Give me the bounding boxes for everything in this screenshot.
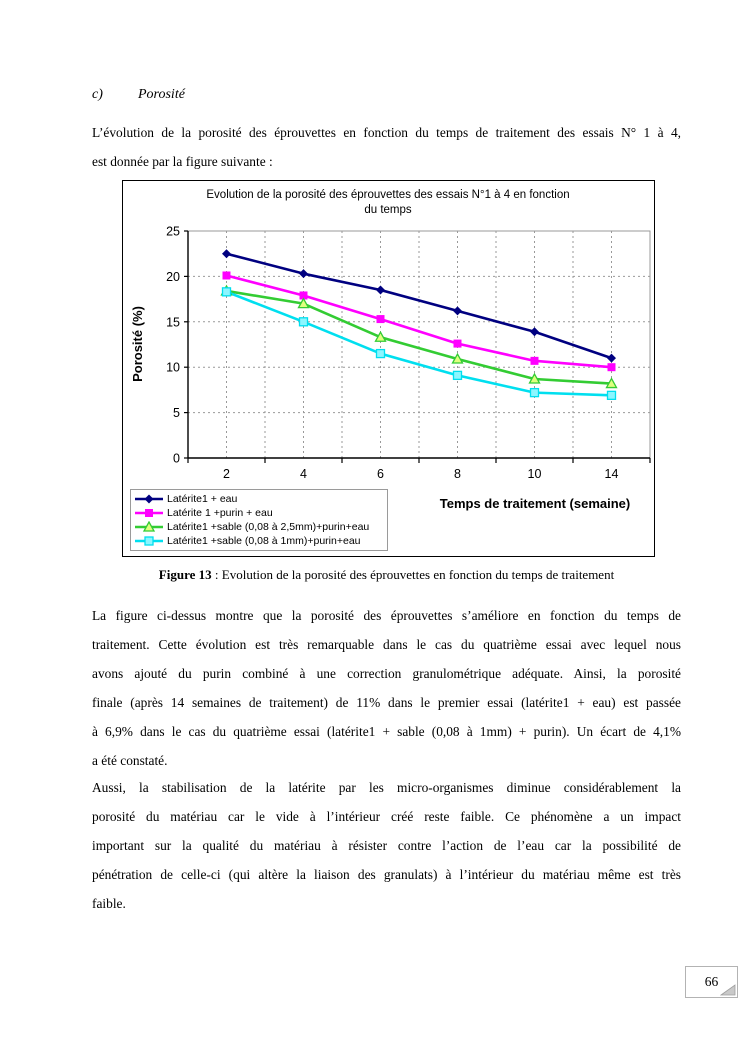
text-line: finale (après 14 semaines de traitement)…	[92, 695, 681, 710]
figure-caption: Figure 13 : Evolution de la porosité des…	[92, 567, 681, 583]
figure-caption-sep: :	[211, 567, 222, 582]
section-title: Porosité	[138, 87, 185, 102]
square-light-marker-icon	[135, 536, 163, 546]
text-line: avons ajouté du purin combiné à une corr…	[92, 666, 681, 681]
svg-text:5: 5	[173, 406, 180, 420]
svg-text:15: 15	[166, 315, 180, 329]
svg-text:Porosité (%): Porosité (%)	[130, 306, 145, 382]
intro-paragraph: L’évolution de la porosité des éprouvett…	[92, 118, 681, 176]
text-line: Aussi, la stabilisation de la latérite p…	[92, 780, 681, 795]
legend-label: Latérite1 +sable (0,08 à 2,5mm)+purin+ea…	[167, 521, 370, 533]
page-number: 66	[704, 974, 719, 989]
figure-13-chart: 0 5 10 15 20 25 2 4 6 8 10 14 Evolution de la porosi…	[122, 180, 655, 557]
svg-text:8: 8	[454, 467, 461, 481]
page-number-box: 66	[685, 966, 738, 998]
svg-text:du temps: du temps	[364, 204, 412, 216]
text-line: à 6,9% dans le cas du quatrième essai (l…	[92, 724, 681, 739]
svg-text:Temps de traitement (semaine): Temps de traitement (semaine)	[440, 496, 630, 511]
figure-caption-label: Figure 13	[158, 567, 212, 582]
diamond-marker-icon	[135, 494, 163, 504]
text-line: pénétration de celle-ci (qui altère la l…	[92, 867, 681, 882]
folded-corner-icon	[719, 983, 736, 996]
legend-item: Latérite1 +sable (0,08 à 1mm)+purin+eau	[134, 535, 384, 547]
legend-item: Latérite1 +sable (0,08 à 2,5mm)+purin+ea…	[134, 521, 384, 533]
svg-text:20: 20	[166, 270, 180, 284]
svg-text:2: 2	[223, 467, 230, 481]
svg-text:0: 0	[173, 452, 180, 466]
text-line: a été constaté.	[92, 753, 168, 768]
svg-text:14: 14	[605, 467, 619, 481]
text-line: La figure ci-dessus montre que la porosi…	[92, 608, 681, 623]
text-line: faible.	[92, 896, 126, 911]
body-paragraph-2: Aussi, la stabilisation de la latérite p…	[92, 773, 681, 918]
porosity-line-chart: 0 5 10 15 20 25 2 4 6 8 10 14 Evolution de la porosi…	[130, 189, 651, 511]
chart-legend: Latérite1 + eau Latérite 1 +purin + eau La…	[130, 489, 388, 551]
text-line: porosité du matériau car le vide à l’int…	[92, 809, 681, 824]
text-line: traitement. Cette évolution est très rem…	[92, 637, 681, 652]
body-paragraph-1: La figure ci-dessus montre que la porosi…	[92, 601, 681, 775]
svg-text:4: 4	[300, 467, 307, 481]
svg-text:6: 6	[377, 467, 384, 481]
section-marker: c)	[92, 87, 103, 102]
legend-label: Latérite1 +sable (0,08 à 1mm)+purin+eau	[167, 535, 361, 547]
square-marker-icon	[135, 509, 163, 517]
svg-text:Evolution de la porosité des é: Evolution de la porosité des éprouvettes…	[206, 189, 569, 201]
text-line: est donnée par la figure suivante :	[92, 154, 273, 169]
legend-item: Latérite1 + eau	[134, 493, 384, 505]
text-line: L’évolution de la porosité des éprouvett…	[92, 125, 681, 140]
legend-label: Latérite 1 +purin + eau	[167, 507, 273, 519]
figure-caption-text: Evolution de la porosité des éprouvettes…	[221, 567, 615, 582]
text-line: important sur la qualité du matériau à r…	[92, 838, 681, 853]
legend-label: Latérite1 + eau	[167, 493, 238, 505]
svg-text:10: 10	[166, 361, 180, 375]
svg-text:10: 10	[528, 467, 542, 481]
triangle-marker-icon	[135, 521, 163, 532]
svg-text:25: 25	[166, 225, 180, 239]
section-heading: c) Porosité	[92, 87, 185, 103]
legend-item: Latérite 1 +purin + eau	[134, 507, 384, 519]
